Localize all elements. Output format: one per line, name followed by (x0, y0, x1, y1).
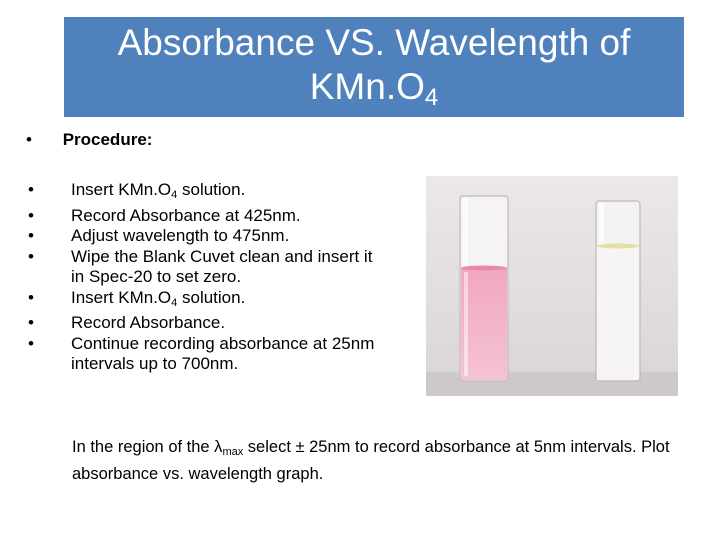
slide-title: Absorbance VS. Wavelength of KMn.O4 (64, 17, 684, 117)
procedure-steps: • Insert KMn.O4 solution. • Record Absorba… (26, 180, 386, 375)
step-item: • Continue recording absorbance at 25nm i… (26, 334, 386, 375)
step-item: • Record Absorbance. (26, 313, 386, 334)
step-text: Continue recording absorbance at 25nm in… (71, 333, 375, 374)
title-line-1: Absorbance VS. Wavelength of (117, 22, 631, 63)
note-text: In the region of the λmax select ± 25nm … (72, 436, 672, 485)
note-text-end: select ± 25nm to record absorbance at 5n… (72, 438, 670, 483)
permanganate-solution (461, 268, 507, 380)
step-text: Adjust wavelength to 475nm. (71, 226, 290, 245)
step-item: • Adjust wavelength to 475nm. (26, 226, 386, 247)
sample-cuvette (459, 195, 509, 382)
bullet: • (28, 205, 34, 225)
step-item: • Wipe the Blank Cuvet clean and insert i… (26, 247, 386, 288)
bullet: • (26, 130, 32, 149)
procedure-heading: • Procedure: (26, 130, 152, 150)
step-subscript: 4 (171, 296, 178, 309)
step-item: • Insert KMn.O4 solution. (26, 288, 386, 314)
step-text: Record Absorbance. (71, 313, 226, 332)
step-item: • Insert KMn.O4 solution. (26, 180, 386, 206)
step-text: Record Absorbance at 425nm. (71, 205, 301, 225)
step-text: Insert KMn.O (71, 180, 172, 199)
title-subscript: 4 (424, 84, 439, 111)
blank-solution (597, 246, 639, 380)
step-text-end: solution. (177, 180, 246, 199)
bullet: • (28, 287, 34, 307)
step-text: Insert KMn.O (71, 287, 172, 307)
step-item: • Record Absorbance at 425nm. (26, 206, 386, 227)
cuvette-illustration (426, 176, 678, 396)
procedure-label: Procedure: (62, 130, 153, 149)
note-text-start: In the region of the λ (72, 438, 223, 456)
blank-cuvette (595, 200, 641, 382)
lambda-max-subscript: max (222, 446, 244, 458)
step-subscript: 4 (171, 189, 178, 201)
step-text-end: solution. (177, 287, 246, 307)
bullet: • (28, 246, 34, 266)
bullet: • (28, 180, 34, 199)
cuvette-photo (426, 176, 678, 396)
bullet: • (28, 226, 34, 245)
bullet: • (28, 313, 34, 332)
title-formula: KMn.O (309, 66, 425, 107)
title-line-2: KMn.O4 (64, 65, 684, 120)
bullet: • (28, 333, 34, 353)
step-text: Wipe the Blank Cuvet clean and insert it… (71, 246, 373, 287)
